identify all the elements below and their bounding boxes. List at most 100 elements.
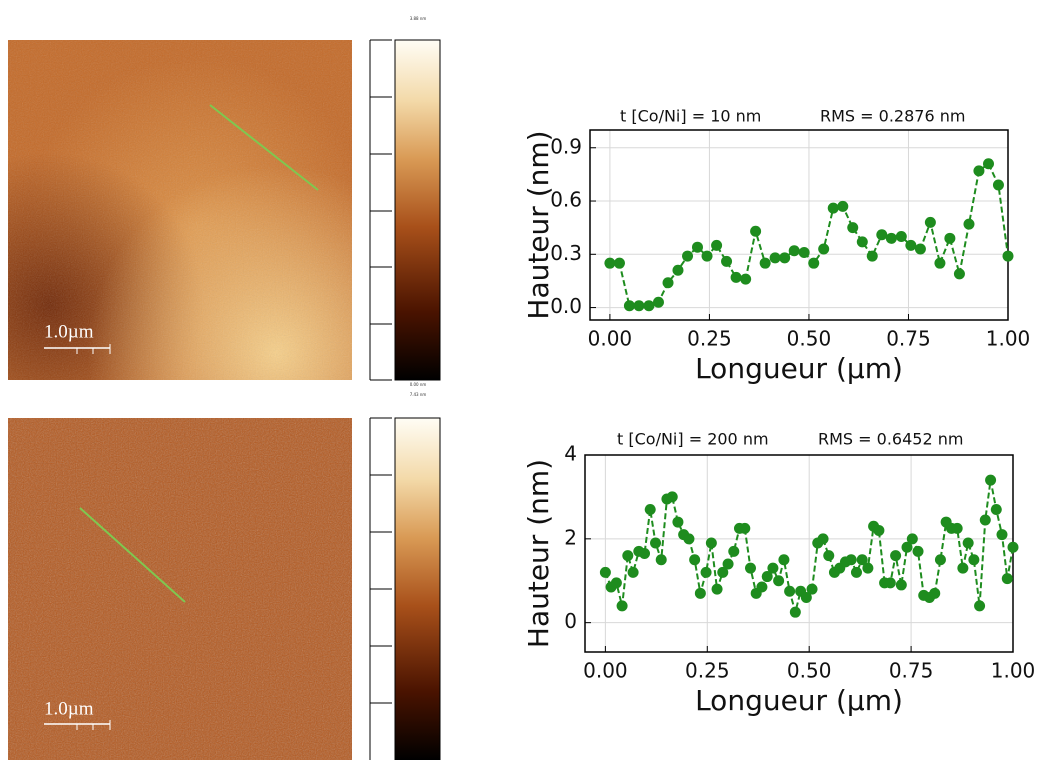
data-point xyxy=(982,158,994,170)
y-tick-label: 4 xyxy=(564,442,577,466)
data-point xyxy=(650,537,662,549)
data-point xyxy=(784,585,796,597)
data-point xyxy=(633,300,645,312)
data-point xyxy=(979,514,991,526)
data-point xyxy=(740,273,752,285)
y-tick-label: 0.0 xyxy=(550,294,582,318)
data-point xyxy=(701,250,713,262)
data-point xyxy=(761,571,773,583)
data-point xyxy=(613,257,625,269)
data-point xyxy=(779,252,791,264)
data-point xyxy=(856,554,868,566)
data-point xyxy=(610,577,622,589)
data-point xyxy=(873,524,885,536)
data-point xyxy=(1002,250,1014,262)
data-point xyxy=(885,232,897,244)
data-point xyxy=(662,277,674,289)
data-point xyxy=(789,606,801,618)
data-point xyxy=(957,562,969,574)
data-point xyxy=(968,554,980,566)
data-point xyxy=(856,236,868,248)
x-tick-label: 0.00 xyxy=(583,659,628,683)
data-point xyxy=(705,537,717,549)
annotation: RMS = 0.6452 nm xyxy=(818,430,963,449)
colorbar: 7.43 nm xyxy=(369,392,441,760)
x-tick-label: 0.50 xyxy=(787,327,832,351)
data-point xyxy=(963,218,975,230)
data-point xyxy=(944,232,956,244)
data-point xyxy=(951,522,963,534)
data-point xyxy=(906,533,918,545)
data-point xyxy=(934,257,946,269)
data-point xyxy=(759,257,771,269)
data-point xyxy=(806,583,818,595)
data-point xyxy=(953,268,965,280)
data-point xyxy=(905,239,917,251)
data-point xyxy=(973,165,985,177)
x-axis-label: Longueur (µm) xyxy=(695,684,903,717)
data-point xyxy=(623,300,635,312)
data-point xyxy=(616,600,628,612)
data-point xyxy=(992,179,1004,191)
data-point xyxy=(850,566,862,578)
data-point xyxy=(901,541,913,553)
data-point xyxy=(990,503,1002,515)
plot-frame xyxy=(584,454,1014,653)
data-point xyxy=(884,577,896,589)
data-point xyxy=(767,562,779,574)
data-point xyxy=(691,241,703,253)
data-point xyxy=(700,566,712,578)
data-point xyxy=(639,548,651,559)
data-point xyxy=(914,243,926,255)
annotation: t [Co/Ni] = 10 nm xyxy=(620,107,761,126)
data-point xyxy=(739,522,751,534)
plot-frame xyxy=(589,129,1009,321)
afm-image: 1.0µm xyxy=(8,418,352,760)
data-point xyxy=(682,250,694,262)
data-point xyxy=(683,533,695,545)
data-point xyxy=(895,579,907,591)
y-tick-label: 0 xyxy=(564,609,577,633)
data-point xyxy=(1001,573,1013,585)
data-point xyxy=(862,562,874,574)
x-axis-label: Longueur (µm) xyxy=(695,352,903,385)
data-point xyxy=(655,554,667,566)
data-point xyxy=(800,592,812,604)
data-point xyxy=(689,554,701,566)
data-point xyxy=(778,554,790,566)
chart: 0 2 4 0.00 0.25 0.50 0.75 1.00 t [Co/Ni] = 200 n… xyxy=(522,430,1035,718)
data-point xyxy=(744,562,756,574)
data-point xyxy=(845,554,857,566)
data-point xyxy=(728,545,740,557)
x-tick-label: 1.00 xyxy=(991,659,1036,683)
y-tick-label: 2 xyxy=(564,525,577,549)
data-point xyxy=(721,255,733,267)
colorbar-label: 0.00 nm xyxy=(410,382,427,387)
x-tick-label: 1.00 xyxy=(986,327,1031,351)
chart: 0.0 0.3 0.6 0.9 0.00 0.25 0.50 0.75 1.00 t [Co/Ni… xyxy=(522,107,1030,386)
x-tick-label: 0.75 xyxy=(886,327,931,351)
data-point xyxy=(666,491,678,503)
data-point xyxy=(672,516,684,528)
data-point xyxy=(866,250,878,262)
data-point xyxy=(808,257,820,269)
annotation: t [Co/Ni] = 200 nm xyxy=(617,430,769,449)
data-point xyxy=(750,225,762,237)
x-tick-label: 0.00 xyxy=(588,327,633,351)
data-point xyxy=(788,245,800,257)
x-tick-label: 0.50 xyxy=(787,659,832,683)
data-point xyxy=(622,550,634,562)
data-point xyxy=(627,566,639,578)
scale-bar-label: 1.0µm xyxy=(44,698,94,719)
y-axis-label: Hauteur (nm) xyxy=(522,130,555,319)
data-point xyxy=(912,545,924,557)
data-point xyxy=(643,300,655,312)
data-point xyxy=(672,264,684,276)
data-point xyxy=(773,575,785,587)
data-point xyxy=(652,296,664,308)
data-point xyxy=(823,550,835,562)
scale-bar-label: 1.0µm xyxy=(44,321,94,342)
data-point xyxy=(985,474,997,486)
data-point xyxy=(756,581,768,593)
y-tick-label: 0.9 xyxy=(550,134,582,158)
